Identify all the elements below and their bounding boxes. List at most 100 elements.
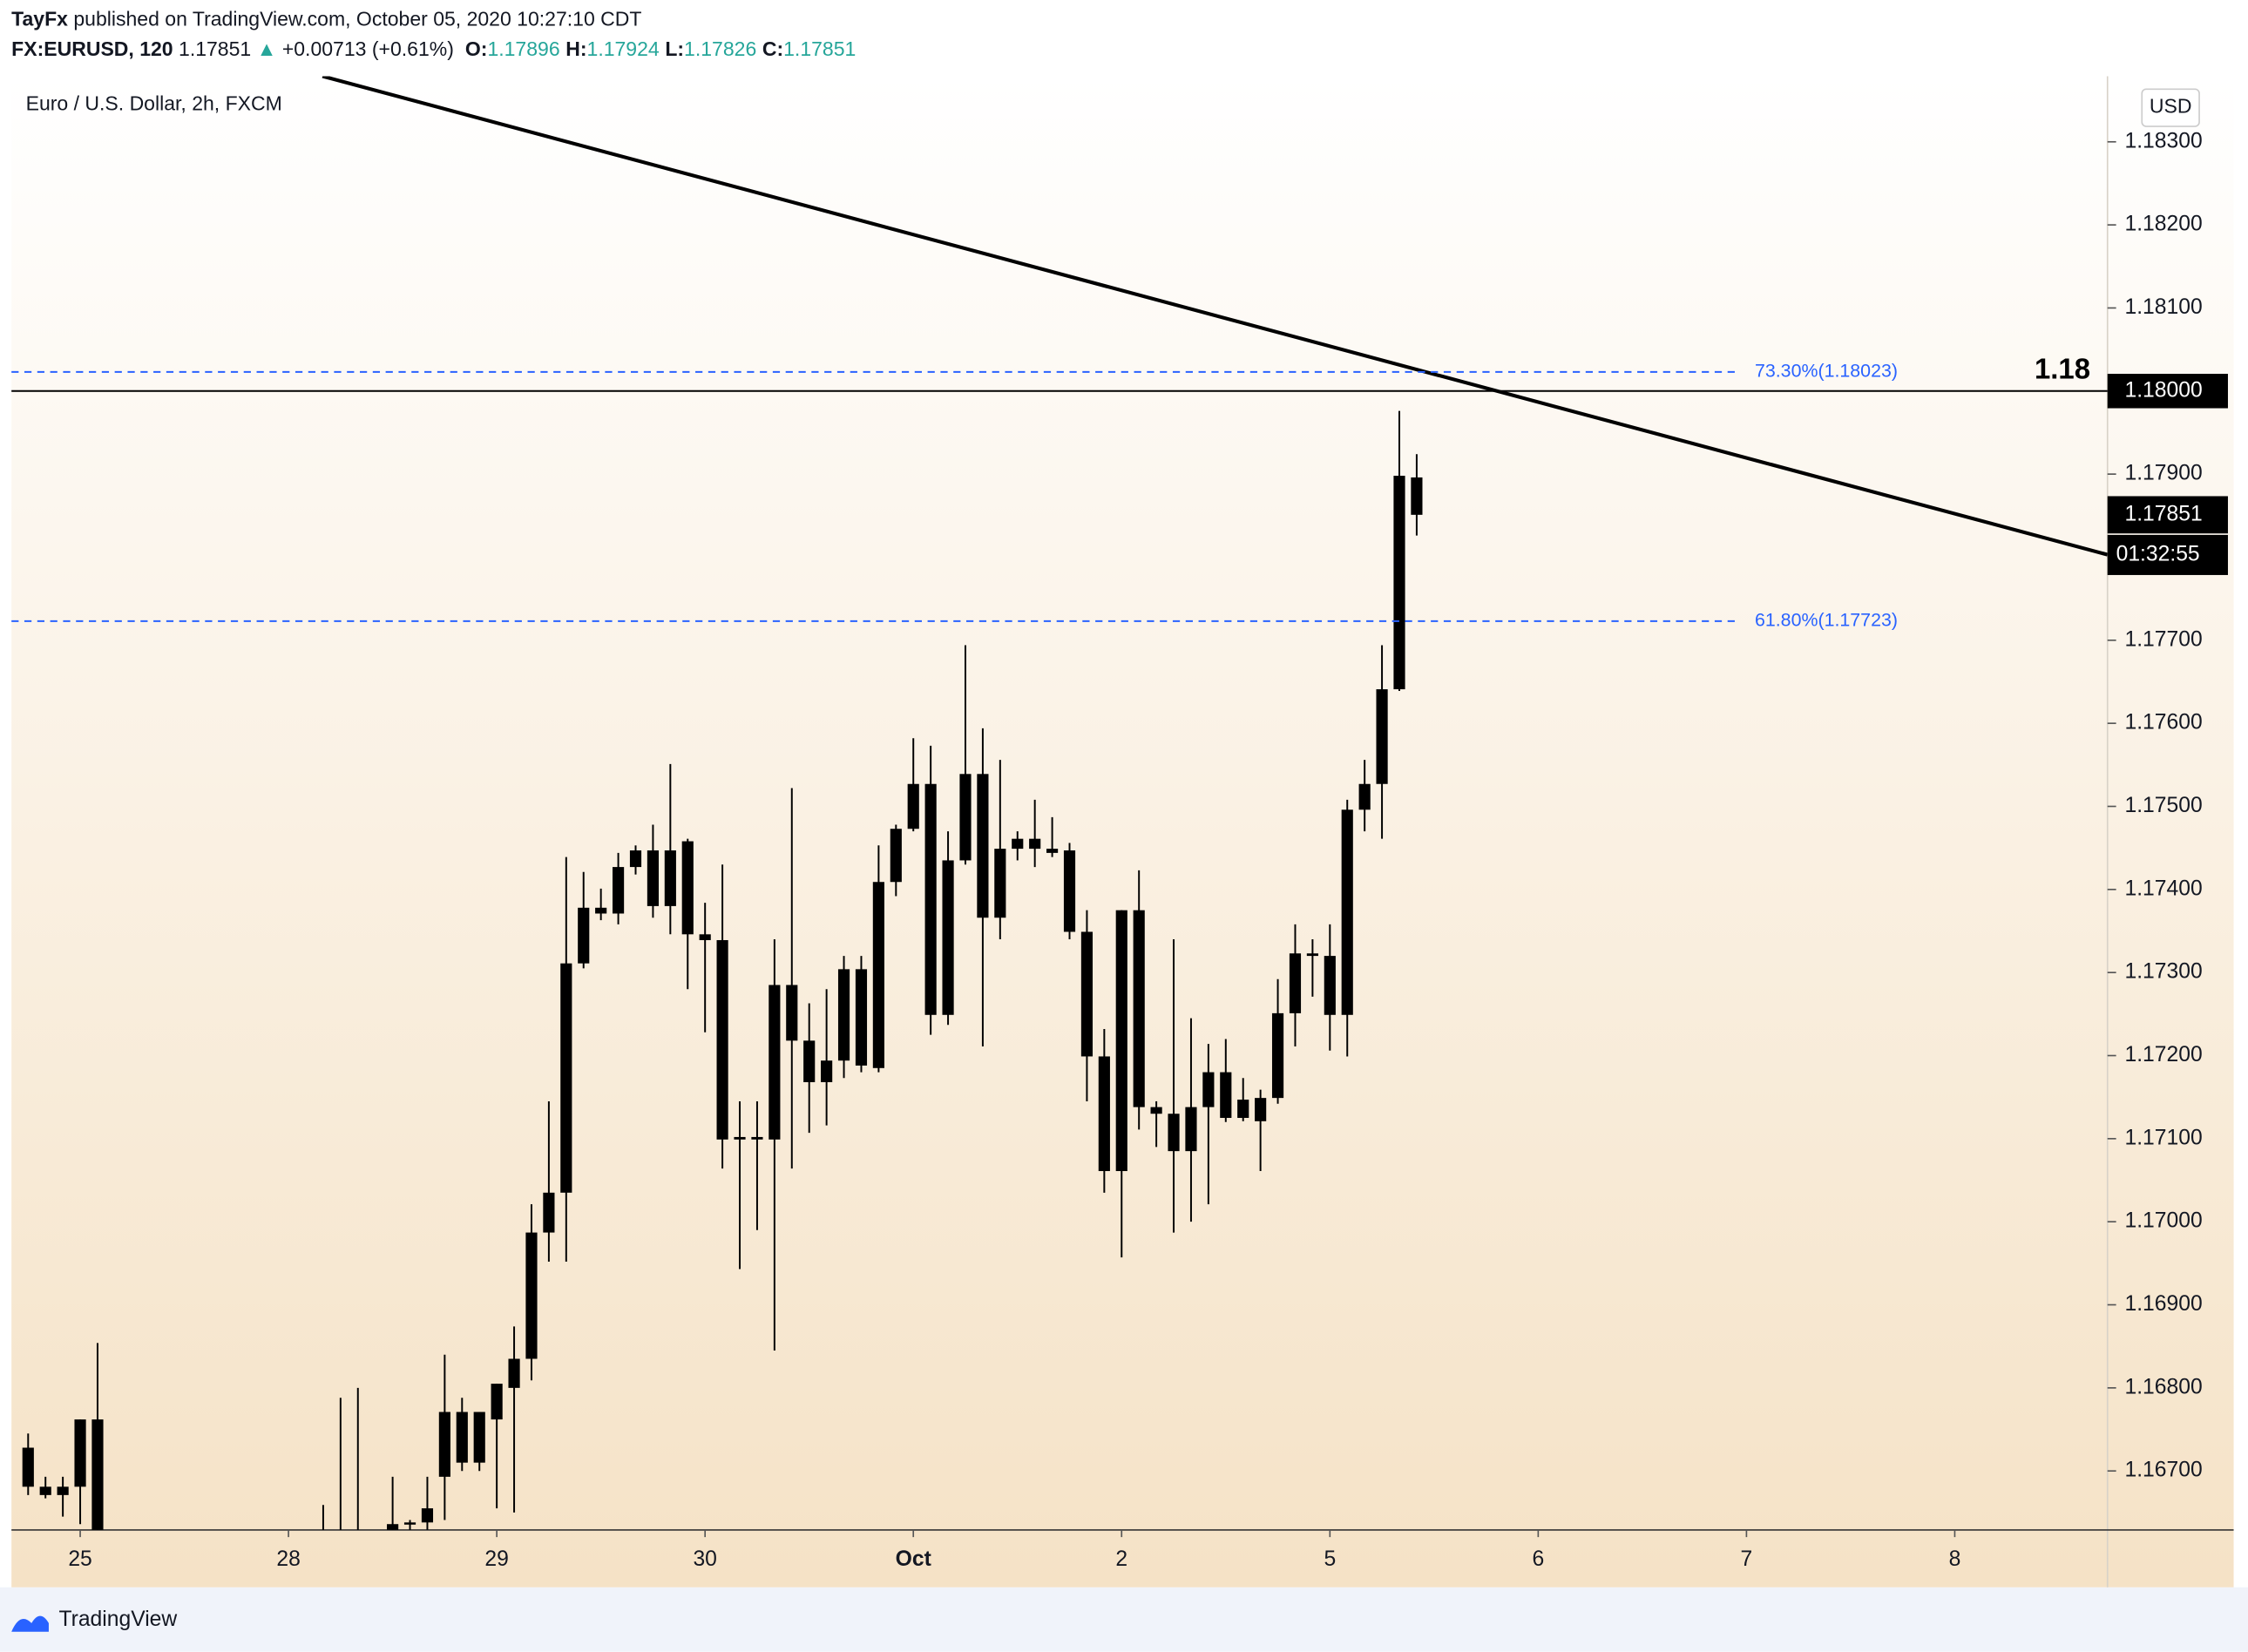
candle-body xyxy=(421,1508,434,1523)
y-tick-label: 1.17700 xyxy=(2124,627,2202,651)
candle-body xyxy=(543,1192,555,1233)
countdown-box xyxy=(2107,534,2228,575)
last-price-box xyxy=(2107,496,2228,534)
trendline xyxy=(322,76,2108,557)
y-tick-label: 1.17400 xyxy=(2124,877,2202,900)
candle-body xyxy=(681,841,694,935)
ohlc-label: C: xyxy=(762,37,783,60)
x-tick-label: 2 xyxy=(1115,1547,1127,1571)
candle-body xyxy=(977,774,989,918)
x-tick-label: 8 xyxy=(1949,1547,1961,1571)
candle-body xyxy=(525,1232,538,1359)
candle-body xyxy=(1289,953,1302,1013)
candle-body xyxy=(716,939,728,1140)
y-tick-label: 1.17900 xyxy=(2124,462,2202,485)
candle-body xyxy=(1133,910,1145,1107)
footer-background xyxy=(0,1587,2248,1652)
x-tick-label: 6 xyxy=(1532,1547,1544,1571)
candle-body xyxy=(1115,910,1127,1172)
candle-body xyxy=(456,1412,468,1463)
ohlc-label: L: xyxy=(665,37,684,60)
x-tick-label: 30 xyxy=(693,1547,716,1571)
candle-body xyxy=(699,934,711,940)
candle-body xyxy=(1376,689,1388,784)
currency-box[interactable] xyxy=(2141,88,2200,127)
candle-body xyxy=(664,850,676,906)
candle-body xyxy=(438,1412,450,1477)
candle-body xyxy=(629,850,642,868)
candle-body xyxy=(1046,849,1059,853)
candle-body xyxy=(1324,956,1336,1015)
published: published on TradingView.com, October 05… xyxy=(73,7,641,30)
candle-body xyxy=(821,1060,833,1083)
ohlc-value: 1.17826 xyxy=(684,37,756,60)
change: +0.00713 (+0.61%) xyxy=(282,37,454,60)
candle-body xyxy=(872,882,884,1068)
ohlc-value: 1.17851 xyxy=(783,37,856,60)
y-tick-label: 1.18200 xyxy=(2124,213,2202,236)
candle-body xyxy=(612,867,625,914)
candle-body xyxy=(855,969,868,1066)
y-tick-label: 1.17500 xyxy=(2124,794,2202,817)
candle-body xyxy=(1341,809,1353,1015)
y-tick-label: 1.18100 xyxy=(2124,295,2202,319)
candle-body xyxy=(1411,477,1423,515)
candle-body xyxy=(769,985,781,1140)
candle-body xyxy=(1255,1098,1267,1121)
level-tag: 1.18000 xyxy=(2124,378,2202,402)
candle-body xyxy=(1029,838,1041,850)
footer-logo xyxy=(11,1615,49,1632)
candle-body xyxy=(890,829,902,883)
x-tick-label: 25 xyxy=(68,1547,91,1571)
chart-title: Euro / U.S. Dollar, 2h, FXCM xyxy=(26,91,282,114)
candle-body xyxy=(751,1136,763,1140)
candle-body xyxy=(924,783,937,1015)
ohlc-value: 1.17896 xyxy=(487,37,559,60)
candle-body xyxy=(942,860,954,1015)
candle-body xyxy=(1202,1072,1215,1107)
countdown: 01:32:55 xyxy=(2116,542,2200,565)
candle-body xyxy=(1393,476,1405,690)
x-tick-label: 7 xyxy=(1741,1547,1753,1571)
candle-body xyxy=(734,1136,746,1140)
candle-body xyxy=(491,1384,503,1420)
symbol: FX:EURUSD, 120 xyxy=(11,37,173,60)
candle-body xyxy=(74,1419,86,1487)
candle-body xyxy=(595,907,607,914)
candle-body xyxy=(1063,850,1076,932)
candle-body xyxy=(560,963,572,1193)
x-tick-label: 29 xyxy=(484,1547,508,1571)
candle-body xyxy=(786,985,798,1041)
header-line-1: TayFx published on TradingView.com, Octo… xyxy=(11,7,641,30)
candle-body xyxy=(1150,1107,1162,1114)
candle-body xyxy=(647,850,660,906)
last: 1.17851 xyxy=(179,37,251,60)
fib-label: 73.30%(1.18023) xyxy=(1755,361,1898,382)
candle-body xyxy=(1237,1100,1249,1119)
plot xyxy=(22,76,2108,1530)
y-tick-label: 1.16700 xyxy=(2124,1459,2202,1482)
ohlc-value: 1.17924 xyxy=(587,37,660,60)
candle-body xyxy=(959,774,972,861)
publisher: TayFx xyxy=(11,7,68,30)
y-tick-label: 1.16900 xyxy=(2124,1292,2202,1316)
ohlc-label: O: xyxy=(465,37,488,60)
candle-body xyxy=(473,1412,485,1463)
level-tag-box xyxy=(2107,374,2228,409)
candle-body xyxy=(994,849,1006,918)
y-tick-label: 1.18300 xyxy=(2124,129,2202,152)
candle-body xyxy=(91,1419,104,1530)
last-price-tag: 1.17851 xyxy=(2124,502,2202,525)
candle-body xyxy=(803,1040,816,1083)
y-tick-label: 1.17300 xyxy=(2124,960,2202,984)
candle-body xyxy=(39,1486,51,1495)
level-label: 1.18 xyxy=(2035,352,2090,384)
candle-body xyxy=(1168,1114,1180,1152)
candle-body xyxy=(57,1486,69,1495)
header-line-2: FX:EURUSD, 120 1.17851 ▲ +0.00713 (+0.61… xyxy=(11,37,856,60)
chart-background xyxy=(11,76,2234,1588)
footer-brand: TradingView xyxy=(58,1608,177,1631)
candle-body xyxy=(1358,783,1371,810)
arrow: ▲ xyxy=(257,37,277,60)
